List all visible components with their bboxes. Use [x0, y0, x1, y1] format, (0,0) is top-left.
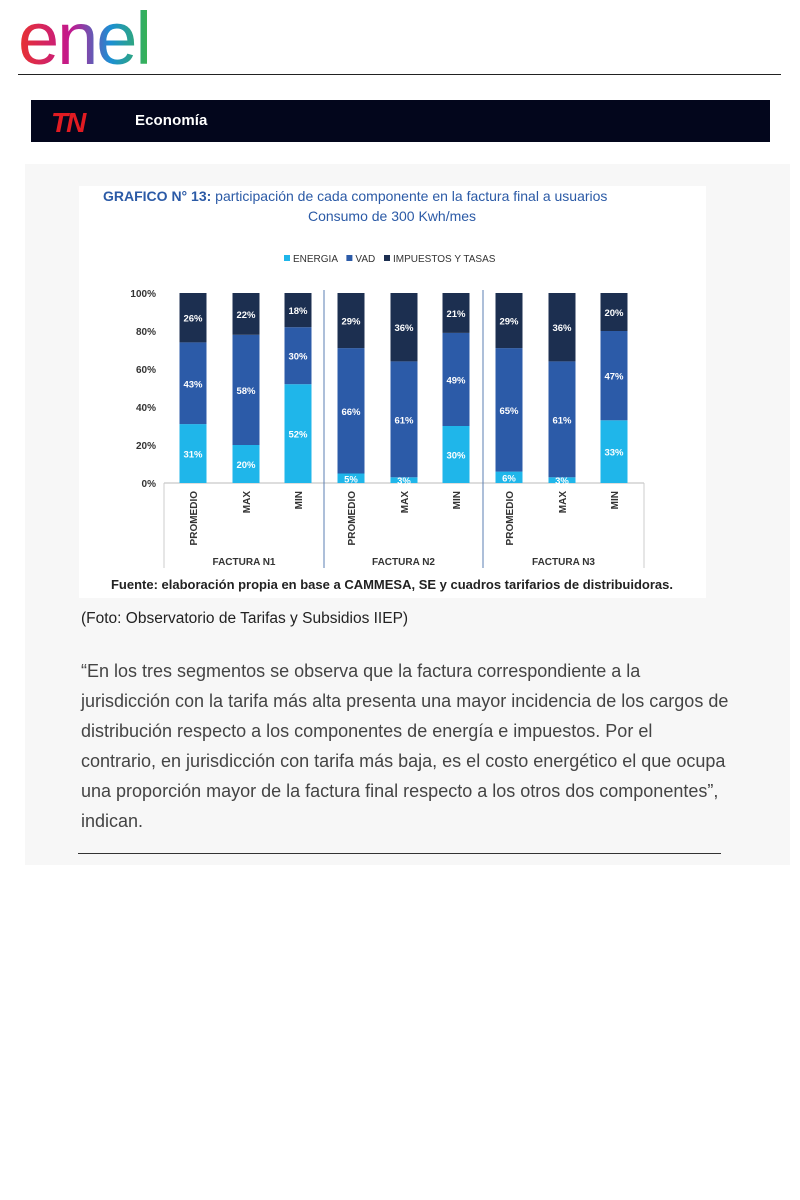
bar-segment: [390, 361, 418, 478]
bar-value-label: 6%: [502, 473, 516, 484]
logo-text: enel: [18, 4, 150, 72]
bar-segment: [337, 473, 365, 483]
bar-value-label: 58%: [236, 386, 256, 397]
bar-value-label: 36%: [552, 323, 572, 334]
legend-label-0: ENERGIA: [293, 254, 338, 265]
bar-segment: [337, 293, 365, 349]
bar-segment: [600, 420, 628, 483]
article-quote: “En los tres segmentos se observa que la…: [81, 661, 729, 831]
legend-label-2: IMPUESTOS Y TASAS: [393, 254, 496, 265]
y-tick-label: 60%: [136, 365, 156, 376]
bar-segment: [548, 293, 576, 362]
bar-segment: [495, 348, 523, 472]
chart-legend: ENERGIA VAD IMPUESTOS Y TASAS: [284, 254, 496, 265]
bar-value-label: 29%: [499, 317, 519, 328]
bar-value-label: 21%: [446, 309, 466, 320]
bar-value-label: 30%: [446, 451, 466, 462]
bar-value-label: 66%: [341, 407, 361, 418]
y-tick-label: 0%: [142, 479, 157, 490]
bars-group: 31% 43% 26% 20% 58% 22% 52% 30% 18% 5% 66% 29% 3% 61%…: [179, 293, 628, 487]
chart-subtitle: Consumo de 300 Kwh/mes: [308, 208, 476, 224]
x-tick-label: MIN: [294, 491, 305, 509]
x-axis-labels: PROMEDIO MAX MIN PROMEDIO MAX MIN PROMEDIO MAX M…: [163, 290, 645, 568]
image-caption: (Foto: Observatorio de Tarifas y Subsidi…: [81, 610, 409, 627]
bar-segment: [232, 293, 260, 335]
bar-value-label: 22%: [236, 310, 256, 321]
chart-image: GRAFICO N° 13: participación de cada com…: [79, 186, 706, 598]
bar-value-label: 33%: [604, 448, 624, 459]
bar-segment: [232, 334, 260, 445]
article-divider: [78, 853, 721, 854]
bar-segment: [442, 332, 470, 426]
bar-segment: [390, 293, 418, 362]
bar-value-label: 49%: [446, 375, 466, 386]
bar-value-label: 43%: [183, 379, 203, 390]
bar-segment: [284, 327, 312, 385]
y-tick-label: 20%: [136, 441, 156, 452]
bar-value-label: 61%: [394, 415, 414, 426]
enel-logo[interactable]: enel: [18, 0, 198, 80]
group-label: FACTURA N1: [213, 557, 276, 568]
bar-value-label: 31%: [183, 450, 203, 461]
bar-value-label: 5%: [344, 474, 358, 485]
tn-logo[interactable]: TN: [51, 108, 105, 134]
bar-segment: [600, 331, 628, 421]
x-tick-label: MIN: [452, 491, 463, 509]
chart-title: GRAFICO N° 13: participación de cada com…: [103, 188, 607, 204]
x-tick-label: MAX: [558, 491, 569, 514]
bar-segment: [179, 342, 207, 425]
bar-segment: [179, 293, 207, 343]
legend-swatch-0: [284, 255, 290, 261]
legend-swatch-1: [346, 255, 353, 261]
svg-text:TN: TN: [51, 108, 87, 134]
bar-value-label: 3%: [555, 476, 569, 487]
x-tick-label: PROMEDIO: [189, 491, 200, 546]
bar-value-label: 20%: [604, 308, 624, 319]
legend-label-1: VAD: [355, 254, 375, 265]
bar-value-label: 20%: [236, 460, 256, 471]
bar-segment: [179, 424, 207, 483]
bar-segment: [548, 361, 576, 478]
bar-value-label: 47%: [604, 372, 624, 383]
bar-value-label: 52%: [288, 430, 308, 441]
x-tick-label: PROMEDIO: [347, 491, 358, 546]
bar-segment: [284, 384, 312, 483]
x-tick-label: MAX: [242, 491, 253, 514]
group-label: FACTURA N3: [532, 557, 595, 568]
bar-value-label: 61%: [552, 415, 572, 426]
bar-segment: [284, 293, 312, 328]
x-tick-label: MAX: [400, 491, 411, 514]
bar-segment: [442, 293, 470, 333]
y-tick-label: 80%: [136, 327, 156, 338]
y-tick-label: 40%: [136, 403, 156, 414]
bar-segment: [495, 471, 523, 483]
x-tick-label: PROMEDIO: [505, 491, 516, 546]
bar-value-label: 29%: [341, 317, 361, 328]
section-label[interactable]: Economía: [135, 112, 208, 129]
group-label: FACTURA N2: [372, 557, 435, 568]
bar-segment: [442, 426, 470, 483]
bar-value-label: 36%: [394, 323, 414, 334]
news-section-bar: TN Economía: [31, 100, 770, 142]
x-tick-label: MIN: [610, 491, 621, 509]
bar-segment: [548, 477, 576, 483]
chart-source: Fuente: elaboración propia en base a CAM…: [111, 577, 673, 592]
bar-value-label: 30%: [288, 352, 308, 363]
bar-value-label: 3%: [397, 476, 411, 487]
bar-segment: [600, 293, 628, 331]
bar-segment: [390, 477, 418, 483]
legend-swatch-2: [384, 255, 390, 261]
bar-value-label: 65%: [499, 406, 519, 417]
bar-segment: [495, 293, 523, 349]
bar-value-label: 18%: [288, 306, 308, 317]
y-tick-label: 100%: [130, 289, 156, 300]
bar-segment: [232, 445, 260, 483]
bar-value-label: 26%: [183, 314, 203, 325]
bar-segment: [337, 348, 365, 474]
header-divider: [18, 74, 781, 75]
